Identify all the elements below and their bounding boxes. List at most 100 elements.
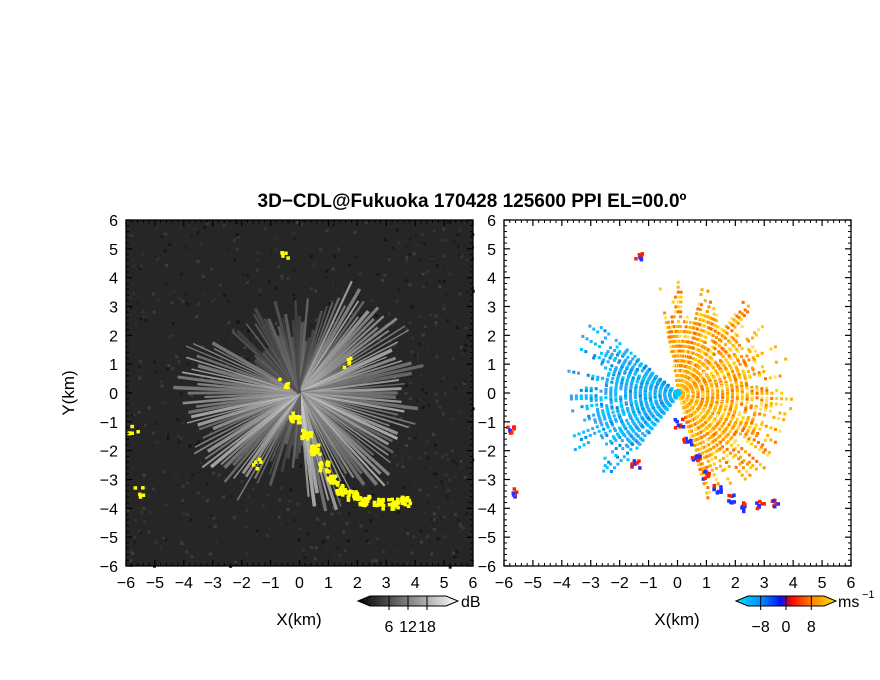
velocity-echo-receding [703, 421, 707, 425]
velocity-echo-approaching [589, 396, 593, 400]
noise-speckle [276, 236, 280, 240]
velocity-echo-receding [707, 305, 711, 309]
noise-speckle [205, 221, 209, 225]
velocity-echo-approaching [621, 376, 625, 380]
noise-speckle [378, 337, 382, 341]
noise-speckle [415, 243, 419, 247]
velocity-echo-receding [748, 473, 752, 477]
velocity-echo-receding [725, 386, 729, 390]
noise-speckle [264, 301, 268, 305]
noise-speckle [432, 229, 436, 233]
noise-speckle [409, 374, 413, 378]
noise-speckle [451, 328, 455, 332]
highlight-echo [353, 497, 357, 501]
highlight-echo [395, 502, 399, 507]
velocity-echo-approaching [577, 432, 581, 436]
noise-speckle [188, 542, 192, 545]
velocity-echo-receding [680, 401, 684, 405]
velocity-echo-receding [760, 398, 764, 402]
noise-speckle [434, 485, 438, 489]
velocity-echo-receding [679, 290, 683, 294]
noise-speckle [452, 551, 456, 555]
velocity-echo-approaching [602, 358, 606, 362]
noise-speckle [163, 420, 167, 424]
velocity-echo-receding [678, 334, 682, 338]
velocity-echo-receding [748, 425, 752, 429]
velocity-echo-approaching [607, 460, 611, 464]
velocity-echo-receding [736, 443, 740, 447]
velocity-echo-receding [691, 331, 695, 335]
velocity-echo-receding [740, 355, 744, 359]
noise-speckle [195, 430, 199, 434]
noise-speckle [182, 512, 186, 516]
noise-speckle [427, 551, 431, 554]
velocity-echo-receding [762, 450, 766, 454]
velocity-edge-echo [630, 465, 634, 469]
velocity-echo-approaching [579, 397, 583, 401]
velocity-echo-receding [703, 364, 707, 368]
velocity-echo-approaching [615, 379, 619, 383]
velocity-echo-approaching [648, 410, 652, 414]
velocity-echo-receding [692, 326, 696, 330]
velocity-echo-approaching [622, 411, 626, 415]
velocity-echo-receding [676, 305, 680, 309]
noise-speckle [201, 264, 205, 268]
velocity-echo-receding [725, 331, 729, 335]
velocity-echo-receding [780, 391, 784, 395]
highlight-echo [368, 495, 372, 499]
velocity-echo-receding [729, 322, 733, 326]
noise-speckle [342, 311, 345, 315]
highlight-echo [350, 490, 354, 494]
noise-speckle [410, 265, 414, 269]
velocity-echo-receding [743, 435, 747, 439]
noise-speckle [346, 553, 350, 557]
noise-speckle [450, 500, 454, 504]
velocity-echo-receding [684, 416, 687, 420]
highlight-echo [127, 431, 132, 435]
velocity-echo-approaching [609, 439, 612, 443]
velocity-echo-approaching [596, 330, 600, 334]
noise-speckle [421, 419, 425, 423]
velocity-echo-receding [702, 319, 706, 323]
noise-speckle [413, 252, 417, 256]
velocity-echo-receding [734, 379, 738, 383]
noise-speckle [326, 535, 330, 539]
velocity-edge-echo [715, 491, 720, 495]
noise-speckle [301, 548, 305, 552]
noise-speckle [315, 318, 318, 322]
noise-speckle [415, 525, 419, 529]
noise-speckle [464, 326, 468, 330]
highlight-echo [332, 481, 336, 485]
highlight-echo [318, 452, 322, 456]
velocity-echo-approaching [605, 379, 609, 383]
highlight-echo [313, 448, 317, 452]
noise-speckle [341, 243, 345, 247]
velocity-echo-receding [669, 345, 673, 349]
velocity-echo-receding [690, 326, 694, 330]
velocity-edge-echo [689, 438, 693, 443]
velocity-echo-approaching [589, 394, 593, 398]
velocity-echo-approaching [601, 436, 605, 440]
noise-speckle [176, 418, 180, 421]
velocity-x-tick-label: 6 [847, 575, 856, 592]
noise-speckle [246, 357, 250, 361]
noise-speckle [196, 470, 200, 474]
velocity-echo-receding [693, 402, 697, 406]
velocity-echo-approaching [640, 415, 644, 419]
noise-speckle [198, 361, 202, 365]
noise-speckle [314, 289, 318, 293]
noise-speckle [375, 537, 379, 541]
noise-speckle [403, 483, 407, 487]
velocity-echo-approaching [605, 377, 609, 381]
velocity-echo-approaching [597, 356, 601, 360]
noise-speckle [188, 444, 192, 448]
velocity-echo-receding [696, 443, 700, 446]
velocity-echo-approaching [640, 369, 644, 373]
highlight-echo [312, 452, 316, 456]
highlight-echo [364, 501, 369, 506]
velocity-echo-approaching [596, 375, 600, 379]
velocity-echo-receding [732, 440, 736, 444]
noise-speckle [403, 449, 407, 452]
noise-speckle [420, 543, 424, 547]
noise-speckle [431, 433, 435, 436]
